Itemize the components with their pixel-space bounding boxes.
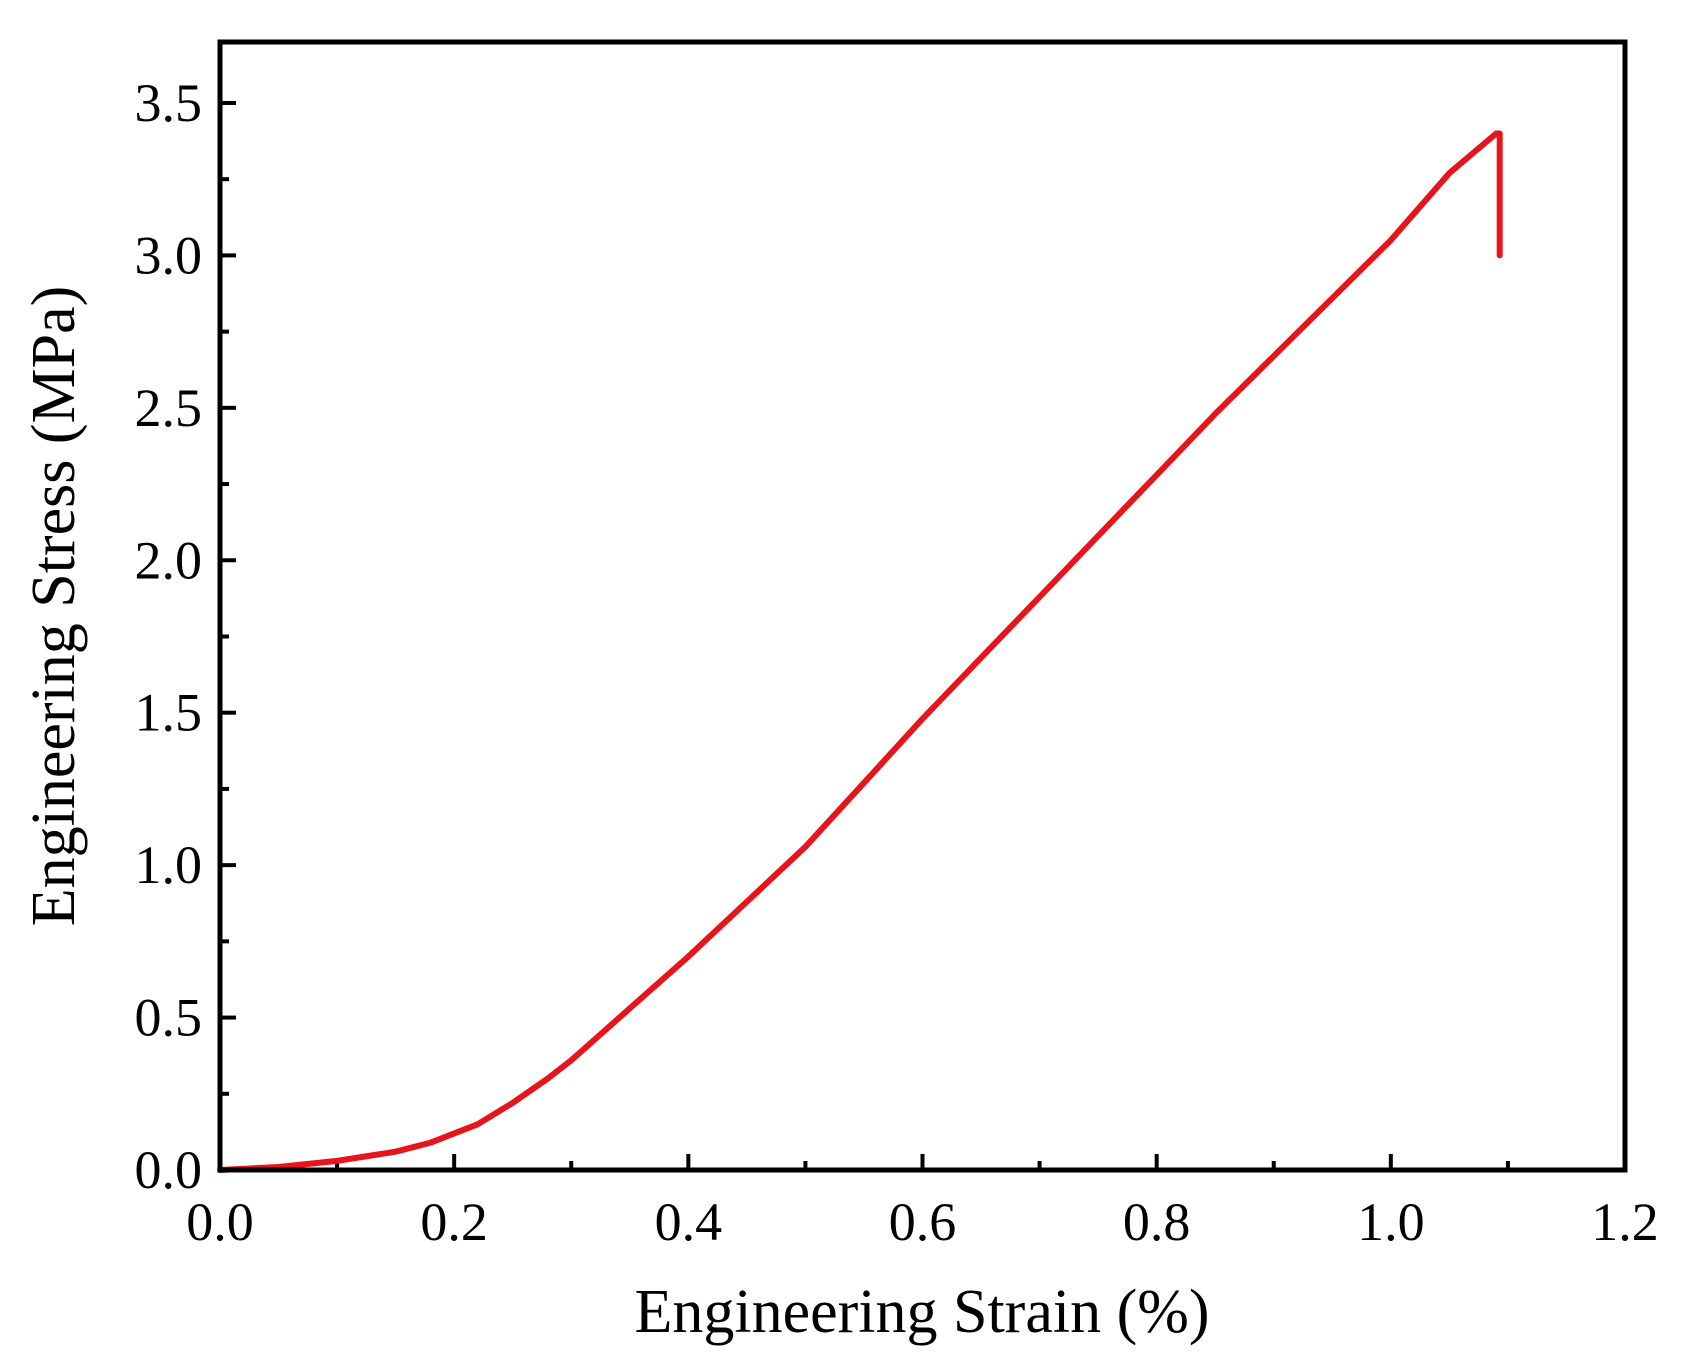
tick-labels: 0.0 0.2 0.4 0.6 0.8 1.0 1.2 0.0 0.5 1.0 1.5 2.0 2.5 3… bbox=[135, 73, 1659, 1252]
y-tick-label: 1.5 bbox=[135, 683, 203, 743]
x-tick-label: 1.0 bbox=[1357, 1192, 1425, 1252]
x-tick-label: 1.2 bbox=[1591, 1192, 1659, 1252]
x-tick-label: 0.4 bbox=[655, 1192, 723, 1252]
x-tick-label: 0.8 bbox=[1123, 1192, 1191, 1252]
y-tick-label: 0.0 bbox=[135, 1140, 203, 1200]
series-line bbox=[217, 130, 1503, 1173]
y-tick-label: 1.0 bbox=[135, 835, 203, 895]
plot-frame bbox=[217, 39, 1628, 1173]
y-tick-label: 0.5 bbox=[135, 988, 203, 1048]
data-series bbox=[217, 130, 1503, 1173]
x-tick-label: 0.6 bbox=[889, 1192, 957, 1252]
x-tick-label: 0.0 bbox=[186, 1192, 254, 1252]
y-tick-label: 3.0 bbox=[135, 225, 203, 285]
x-axis-title: Engineering Strain (%) bbox=[634, 1278, 1209, 1346]
y-axis-title: Engineering Stress (MPa) bbox=[20, 286, 88, 927]
y-tick-label: 2.0 bbox=[135, 530, 203, 590]
y-tick-label: 3.5 bbox=[135, 73, 203, 133]
x-tick-label: 0.2 bbox=[420, 1192, 488, 1252]
y-tick-label: 2.5 bbox=[135, 378, 203, 438]
